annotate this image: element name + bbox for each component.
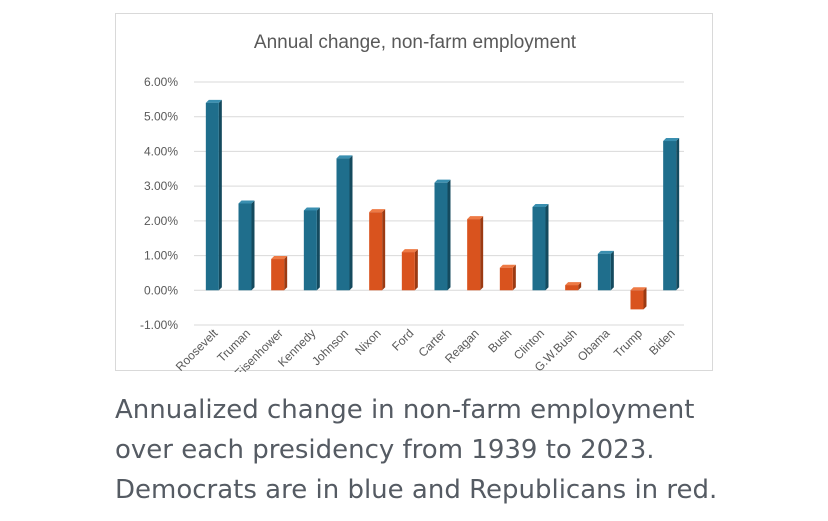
- bar-top: [532, 203, 549, 207]
- bar-top: [630, 287, 647, 291]
- y-tick-label: 2.00%: [144, 214, 178, 228]
- bar-front: [238, 203, 252, 291]
- bar-eisenhower: [271, 256, 288, 291]
- y-tick-label: 5.00%: [144, 110, 178, 124]
- bar-johnson: [336, 155, 353, 291]
- bar-carter: [434, 179, 451, 291]
- bar-front: [630, 290, 644, 310]
- bar-side: [676, 138, 680, 291]
- bar-front: [565, 285, 579, 291]
- bar-front: [532, 206, 546, 291]
- bar-clinton: [532, 203, 549, 291]
- x-tick-label: Reagan: [442, 326, 482, 366]
- x-tick-label: Nixon: [352, 326, 384, 358]
- x-tick-label: Obama: [575, 326, 613, 364]
- bar-reagan: [467, 216, 484, 291]
- bar-trump: [630, 287, 647, 310]
- x-tick-label: Biden: [646, 326, 678, 358]
- bar-truman: [238, 200, 255, 291]
- bar-front: [205, 102, 219, 291]
- x-tick-label: Roosevelt: [173, 326, 221, 372]
- bar-top: [499, 264, 516, 268]
- bar-side: [447, 179, 451, 291]
- bar-ford: [401, 249, 418, 291]
- bar-roosevelt: [205, 99, 222, 291]
- chart-title: Annual change, non-farm employment: [254, 32, 577, 53]
- bar-top: [205, 99, 222, 103]
- bar-front: [663, 141, 677, 291]
- bar-top: [434, 179, 451, 183]
- x-tick-label: Johnson: [309, 326, 351, 368]
- bar-side: [610, 250, 614, 291]
- x-tick-label: Trump: [611, 326, 645, 360]
- y-axis-ticks: 6.00% 5.00% 4.00% 3.00% 2.00% 1.00% 0.00% -1.00…: [140, 75, 178, 332]
- bar-side: [251, 200, 255, 291]
- bar-top: [271, 256, 288, 260]
- bar-side: [382, 209, 386, 291]
- bar-top: [238, 200, 255, 204]
- bar-side: [349, 155, 353, 291]
- bar-chart: Annual change, non-farm employment 6.00%…: [140, 32, 684, 372]
- y-tick-label: 4.00%: [144, 144, 178, 158]
- caption-line-1: Annualized change in non-farm employment: [115, 395, 695, 425]
- bar-top: [369, 209, 386, 213]
- bar-top: [565, 282, 582, 286]
- y-tick-label: 3.00%: [144, 179, 178, 193]
- bar-front: [499, 267, 513, 291]
- bar-side: [218, 99, 222, 291]
- bar-top: [467, 216, 484, 220]
- bar-front: [336, 158, 350, 291]
- caption-line-2: over each presidency from 1939 to 2023.: [115, 435, 655, 465]
- bar-top: [597, 250, 614, 254]
- bar-g-w-bush: [565, 282, 582, 291]
- bar-top: [401, 249, 418, 253]
- bar-side: [578, 282, 582, 291]
- bars: [205, 99, 680, 310]
- bar-side: [545, 203, 549, 291]
- bar-top: [663, 138, 680, 142]
- y-tick-label: 1.00%: [144, 249, 178, 263]
- bar-top: [303, 207, 320, 211]
- bar-obama: [597, 250, 614, 291]
- bar-front: [303, 210, 317, 291]
- y-tick-label: 6.00%: [144, 75, 178, 89]
- bar-side: [480, 216, 484, 291]
- figure-caption: Annualized change in non-farm employment…: [115, 390, 815, 510]
- bar-side: [284, 256, 288, 291]
- bar-biden: [663, 138, 680, 291]
- y-tick-label: -1.00%: [140, 318, 178, 332]
- bar-bush: [499, 264, 516, 291]
- bar-front: [434, 182, 448, 291]
- bar-front: [401, 252, 415, 291]
- x-tick-label: Ford: [389, 326, 416, 353]
- y-tick-label: 0.00%: [144, 283, 178, 297]
- x-tick-label: Bush: [485, 326, 514, 355]
- bar-side: [316, 207, 320, 291]
- bar-kennedy: [303, 207, 320, 291]
- bar-front: [369, 212, 383, 291]
- bar-top: [336, 155, 353, 159]
- bar-nixon: [369, 209, 386, 291]
- bar-side: [414, 249, 418, 291]
- caption-line-3: Democrats are in blue and Republicans in…: [115, 475, 718, 505]
- bar-front: [271, 259, 285, 291]
- bar-side: [643, 287, 647, 310]
- chart-frame: Annual change, non-farm employment 6.00%…: [115, 13, 713, 372]
- bar-front: [467, 219, 481, 291]
- bar-side: [512, 264, 516, 291]
- bar-front: [597, 253, 611, 291]
